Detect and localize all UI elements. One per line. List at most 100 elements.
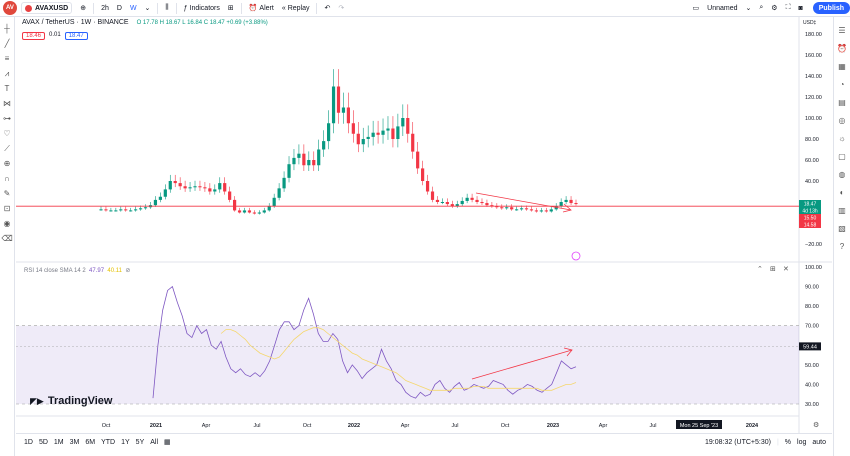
range-1y[interactable]: 1Y bbox=[121, 438, 130, 446]
candle-body bbox=[223, 183, 227, 192]
candle-body bbox=[193, 186, 197, 188]
heart-icon[interactable]: ♡ bbox=[3, 129, 11, 138]
chart-canvas[interactable]: USD‡ 180.00 160.00 140.00 120.00 100.00 80.00 6… bbox=[16, 17, 832, 433]
lightning-icon[interactable] bbox=[571, 251, 581, 261]
calendar-icon[interactable]: ▤ bbox=[838, 98, 846, 107]
range-5d[interactable]: 5D bbox=[38, 438, 48, 446]
goto-date-icon[interactable]: ▦ bbox=[164, 439, 171, 446]
streams-icon[interactable]: ◍ bbox=[838, 170, 846, 179]
trend-arrow-head bbox=[562, 203, 572, 213]
watchlist-icon[interactable]: ☰ bbox=[838, 26, 846, 35]
range-1d[interactable]: 1D bbox=[24, 438, 33, 446]
interval-d[interactable]: D bbox=[116, 4, 122, 12]
low-badge: 14.58 bbox=[804, 223, 817, 229]
range-1m[interactable]: 1M bbox=[53, 438, 64, 446]
user-avatar[interactable]: AV bbox=[3, 1, 17, 15]
candle-body bbox=[376, 132, 380, 135]
time-tick: 2023 bbox=[547, 423, 559, 429]
pane-maximize-icon[interactable]: ⊞ bbox=[770, 266, 776, 273]
last-price-badge: 18.47 bbox=[804, 202, 817, 208]
percent-toggle[interactable]: % bbox=[784, 438, 792, 446]
candle-body bbox=[554, 206, 558, 210]
candle-body bbox=[544, 210, 548, 212]
layout-icon[interactable]: ▭ bbox=[692, 5, 700, 12]
tradingview-logo: ◤▶ TradingView bbox=[30, 395, 112, 407]
templates-icon[interactable]: ⊞ bbox=[227, 5, 234, 12]
candle-body bbox=[173, 181, 177, 184]
pane-up-icon[interactable]: ⌃ bbox=[757, 266, 763, 273]
candle-body bbox=[386, 128, 390, 131]
text-icon[interactable]: T bbox=[4, 84, 10, 93]
undo-icon[interactable]: ↶ bbox=[324, 5, 331, 12]
bid-price[interactable]: 18.46 bbox=[22, 32, 46, 40]
compare-add-icon[interactable]: ⊕ bbox=[80, 5, 87, 12]
range-ytd[interactable]: YTD bbox=[101, 438, 116, 446]
publish-button[interactable]: Publish bbox=[812, 2, 850, 14]
fullscreen-icon[interactable]: ⛶ bbox=[785, 4, 791, 11]
gear-icon[interactable]: ⚙ bbox=[771, 5, 778, 12]
crosshair-value: 59.44 bbox=[803, 344, 817, 350]
chevron-down-icon[interactable]: ⌄ bbox=[745, 5, 752, 12]
chevron-down-icon[interactable]: ⌄ bbox=[144, 5, 151, 12]
order-panel-icon[interactable]: ▥ bbox=[838, 206, 846, 215]
pitchfork-icon[interactable]: ⋈ bbox=[3, 99, 11, 108]
pane-close-icon[interactable]: ✕ bbox=[783, 266, 789, 273]
fib-icon[interactable]: ≡ bbox=[4, 54, 10, 63]
rsi-tick: 100.00 bbox=[805, 265, 822, 271]
price-tick: −20.00 bbox=[805, 242, 822, 248]
alert-button[interactable]: ⏰ Alert bbox=[245, 2, 278, 14]
zoom-icon[interactable]: ⊕ bbox=[3, 159, 11, 168]
trash-icon[interactable]: ⌫ bbox=[1, 234, 13, 243]
candles-icon[interactable]: ⫼ bbox=[165, 4, 169, 11]
range-6m[interactable]: 6M bbox=[85, 438, 96, 446]
candle-body bbox=[252, 212, 256, 214]
data-window-icon[interactable]: ▦ bbox=[838, 62, 846, 71]
measure-icon[interactable]: ⊶ bbox=[3, 114, 11, 123]
alerts-icon[interactable]: ⏰ bbox=[837, 44, 847, 53]
crosshair-icon[interactable]: ┼ bbox=[4, 24, 10, 33]
range-all[interactable]: All bbox=[150, 438, 159, 446]
interval-2h[interactable]: 2h bbox=[101, 4, 109, 12]
price-tick: 60.00 bbox=[805, 158, 819, 164]
lightbulb-icon[interactable]: ☼ bbox=[838, 134, 846, 143]
notifications-icon[interactable]: ◐ bbox=[839, 188, 845, 197]
ideas-icon[interactable]: ◎ bbox=[838, 116, 846, 125]
camera-icon[interactable]: ◙ bbox=[798, 4, 803, 12]
hotlist-icon[interactable]: ◔ bbox=[839, 80, 845, 89]
candle-body bbox=[341, 107, 346, 113]
range-3m[interactable]: 3M bbox=[69, 438, 80, 446]
pattern-icon[interactable]: ⩘ bbox=[4, 69, 10, 78]
candle-body bbox=[203, 187, 207, 189]
redo-icon[interactable]: ↷ bbox=[338, 5, 345, 12]
auto-toggle[interactable]: auto bbox=[812, 438, 826, 446]
eye-off-icon[interactable]: ⊘ bbox=[125, 268, 131, 274]
chat-icon[interactable]: ▢ bbox=[838, 152, 846, 161]
lock-icon[interactable]: ⊡ bbox=[3, 204, 11, 213]
dom-icon[interactable]: ▧ bbox=[838, 224, 846, 233]
magnet-icon[interactable]: ∩ bbox=[4, 174, 10, 183]
replay-button[interactable]: « Replay bbox=[278, 2, 314, 14]
left-drawing-toolbar: ┼ ╱ ≡ ⩘ T ⋈ ⊶ ♡ ⟋ ⊕ ∩ ✎ ⊡ ◉ ⌫ bbox=[0, 17, 15, 456]
candle-body bbox=[505, 207, 509, 209]
layout-name[interactable]: Unnamed bbox=[707, 4, 738, 12]
interval-w[interactable]: W bbox=[129, 4, 137, 12]
log-toggle[interactable]: log bbox=[797, 438, 807, 446]
ask-price[interactable]: 18.47 bbox=[64, 32, 88, 40]
divider: | bbox=[776, 438, 779, 446]
search-icon[interactable]: ⌕ bbox=[759, 4, 764, 11]
tv-logo-icon: ◤▶ bbox=[30, 395, 44, 406]
candle-body bbox=[351, 123, 355, 134]
ruler-icon[interactable]: ⟋ bbox=[4, 144, 10, 153]
rsi-tick: 50.00 bbox=[805, 363, 819, 369]
candle-body bbox=[361, 139, 365, 145]
clock[interactable]: 19:08:32 (UTC+5:30) bbox=[705, 438, 771, 446]
help-icon[interactable]: ? bbox=[839, 242, 845, 251]
symbol-search[interactable]: AVAXUSD bbox=[21, 2, 73, 14]
brand-name: TradingView bbox=[47, 395, 113, 407]
eye-icon[interactable]: ◉ bbox=[3, 219, 11, 228]
brush-icon[interactable]: ✎ bbox=[3, 189, 11, 198]
trendline-icon[interactable]: ╱ bbox=[4, 39, 10, 48]
indicators-button[interactable]: ƒ Indicators bbox=[180, 2, 224, 14]
axis-settings-icon[interactable]: ⚙ bbox=[813, 421, 819, 429]
range-5y[interactable]: 5Y bbox=[135, 438, 145, 446]
